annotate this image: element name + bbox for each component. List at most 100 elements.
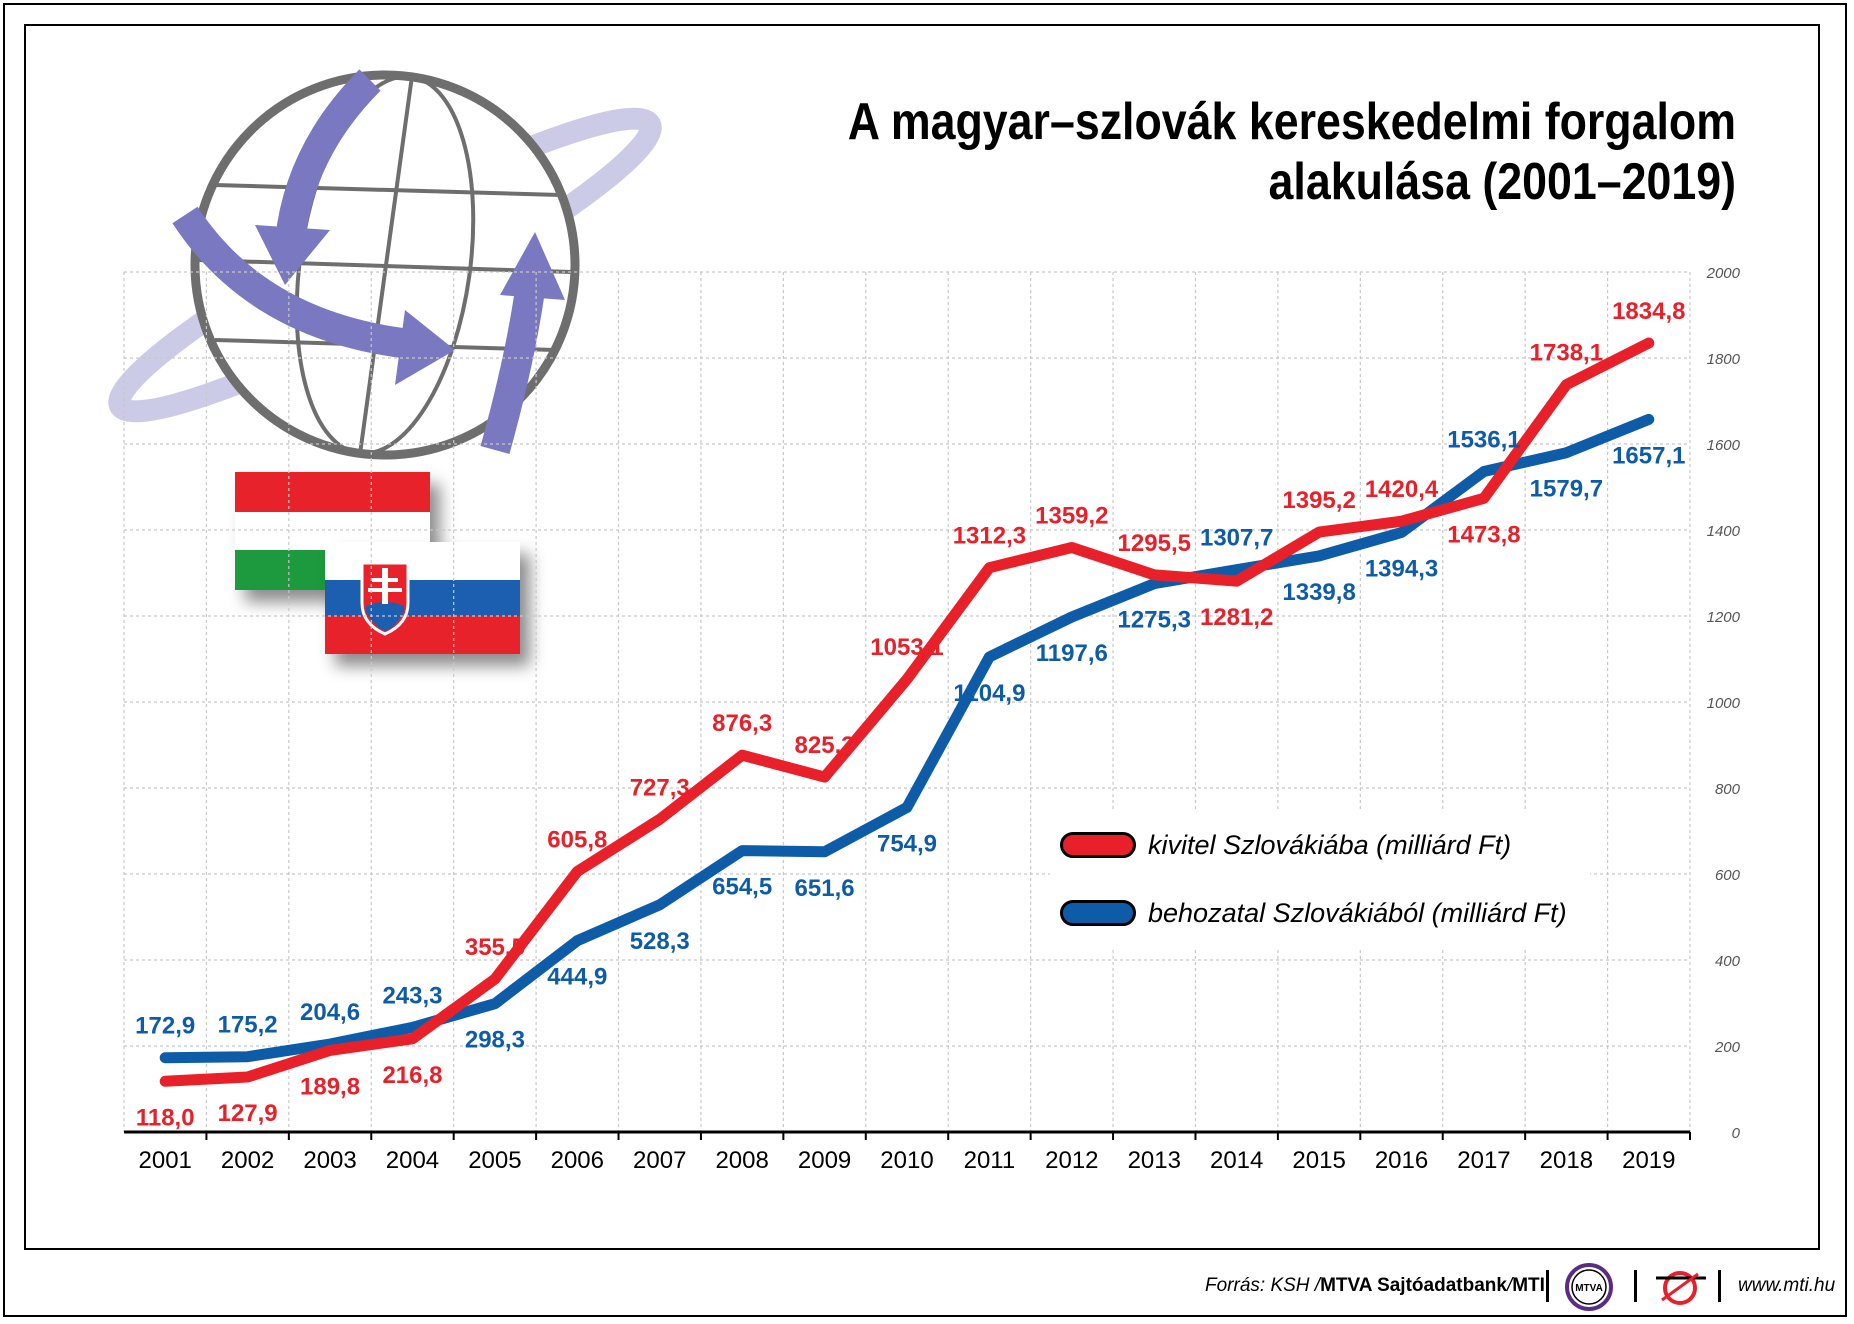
label-export-2006: 605,8 xyxy=(547,827,607,854)
legend-swatch-import xyxy=(1060,900,1136,926)
y-tick-label-800: 800 xyxy=(1715,781,1741,798)
axes: 2001 2002 2003 2004 2005 2006 2007 2008 2009 2010… xyxy=(124,265,1741,1174)
x-tick-label-2001: 2001 xyxy=(139,1147,192,1174)
y-tick-label-1400: 1400 xyxy=(1707,523,1741,540)
website[interactable]: www.mti.hu xyxy=(1738,1266,1835,1306)
label-export-2003: 189,8 xyxy=(300,1073,360,1100)
footer-separator-3 xyxy=(1718,1270,1721,1302)
label-import-2009: 651,6 xyxy=(795,875,855,902)
legend-background xyxy=(1050,810,1590,950)
label-export-2010: 1053,1 xyxy=(870,634,943,661)
x-tick-label-2009: 2009 xyxy=(798,1147,851,1174)
x-tick-label-2006: 2006 xyxy=(551,1147,604,1174)
y-tick-label-1200: 1200 xyxy=(1707,609,1741,626)
y-tick-label-2000: 2000 xyxy=(1706,265,1741,282)
grid xyxy=(123,271,1691,1132)
outer-frame xyxy=(3,3,1847,1317)
x-tick-label-2016: 2016 xyxy=(1375,1147,1428,1174)
x-tick-label-2007: 2007 xyxy=(633,1147,686,1174)
label-export-2007: 727,3 xyxy=(630,774,690,801)
chart-frame xyxy=(24,24,1820,1250)
y-tick-label-600: 600 xyxy=(1715,867,1741,884)
label-import-2007: 528,3 xyxy=(630,928,690,955)
y-tick-label-1000: 1000 xyxy=(1707,695,1741,712)
label-import-2005: 298,3 xyxy=(465,1027,525,1054)
x-tick-label-2018: 2018 xyxy=(1540,1147,1593,1174)
x-tick-label-2005: 2005 xyxy=(468,1147,521,1174)
footer-separator xyxy=(1546,1270,1549,1302)
source-prefix: Forrás: KSH / xyxy=(1205,1275,1321,1296)
x-tick-label-2004: 2004 xyxy=(386,1147,439,1174)
label-import-2017: 1536,1 xyxy=(1447,426,1520,453)
x-tick-label-2002: 2002 xyxy=(221,1147,274,1174)
label-import-2013: 1275,3 xyxy=(1118,607,1191,634)
label-import-2019: 1657,1 xyxy=(1612,442,1685,469)
legend-swatch-export xyxy=(1060,832,1136,858)
label-export-2008: 876,3 xyxy=(712,710,772,737)
label-import-2001: 172,9 xyxy=(135,1013,195,1040)
label-export-2016: 1420,4 xyxy=(1365,476,1439,503)
label-import-2015: 1339,8 xyxy=(1282,579,1355,606)
chart-title: A magyar–szlovák kereskedelmi forgalom a… xyxy=(790,92,1736,212)
legend-label-export: kivitel Szlovákiába (milliárd Ft) xyxy=(1148,829,1512,860)
y-tick-label-200: 200 xyxy=(1714,1039,1741,1056)
legend-item-import: behozatal Szlovákiából (milliárd Ft) xyxy=(1060,893,1567,933)
x-tick-label-2015: 2015 xyxy=(1292,1147,1345,1174)
y-tick-label-400: 400 xyxy=(1715,953,1741,970)
website-link[interactable]: www.mti.hu xyxy=(1738,1275,1836,1296)
label-export-2005: 355,5 xyxy=(465,934,525,961)
label-import-2002: 175,2 xyxy=(218,1012,278,1039)
x-tick-label-2017: 2017 xyxy=(1457,1147,1510,1174)
chart-title-line-2: alakulása (2001–2019) xyxy=(1268,153,1736,211)
x-tick-label-2019: 2019 xyxy=(1622,1147,1675,1174)
chart-title-line-1: A magyar–szlovák kereskedelmi forgalom xyxy=(847,93,1736,151)
y-tick-label-1800: 1800 xyxy=(1707,351,1741,368)
x-tick-label-2003: 2003 xyxy=(303,1147,356,1174)
legend-item-export: kivitel Szlovákiába (milliárd Ft) xyxy=(1060,825,1511,865)
slovakia-flag-icon xyxy=(325,542,520,654)
label-export-2011: 1312,3 xyxy=(953,523,1026,550)
label-export-2014: 1281,2 xyxy=(1200,604,1273,631)
label-import-2012: 1197,6 xyxy=(1036,640,1108,667)
label-import-2010: 754,9 xyxy=(877,830,937,857)
series-lines xyxy=(159,337,1655,1087)
footer-separator-2 xyxy=(1634,1270,1637,1302)
x-tick-label-2012: 2012 xyxy=(1045,1147,1098,1174)
label-import-2004: 243,3 xyxy=(382,982,442,1009)
mtva-logo-icon: MTVA xyxy=(1565,1263,1613,1311)
source-bold: MTVA Sajtóadatbank xyxy=(1320,1275,1507,1296)
source-mid: / xyxy=(1506,1275,1513,1296)
x-tick-label-2011: 2011 xyxy=(964,1147,1016,1174)
legend-label-import: behozatal Szlovákiából (milliárd Ft) xyxy=(1148,897,1567,928)
label-export-2015: 1395,2 xyxy=(1282,487,1355,514)
label-export-2012: 1359,2 xyxy=(1035,503,1108,530)
source-mti: MTI xyxy=(1512,1275,1545,1296)
series-line-import xyxy=(159,413,1655,1064)
label-import-2003: 204,6 xyxy=(300,999,360,1026)
globe-trade-arrows-icon xyxy=(108,69,662,460)
label-export-2009: 825,3 xyxy=(795,732,855,759)
label-import-2016: 1394,3 xyxy=(1365,555,1438,582)
mti-logo-icon xyxy=(1656,1271,1706,1305)
label-import-2018: 1579,7 xyxy=(1530,476,1603,503)
x-tick-label-2008: 2008 xyxy=(715,1147,768,1174)
source-credit: Forrás: KSH / MTVA Sajtóadatbank / MTI xyxy=(1205,1266,1545,1306)
data-labels: 118,0 127,9 189,8 216,8 355,5 605,8 727,3 876,3… xyxy=(135,298,1685,1131)
label-import-2006: 444,9 xyxy=(547,964,607,991)
series-line-export xyxy=(159,337,1655,1087)
x-tick-label-2013: 2013 xyxy=(1128,1147,1181,1174)
label-import-2008: 654,5 xyxy=(712,874,772,901)
label-export-2019: 1834,8 xyxy=(1612,298,1685,325)
label-export-2004: 216,8 xyxy=(382,1062,442,1089)
label-export-2017: 1473,8 xyxy=(1447,521,1520,548)
label-import-2011: 1104,9 xyxy=(953,680,1025,707)
label-export-2018: 1738,1 xyxy=(1530,340,1603,367)
x-tick-label-2010: 2010 xyxy=(880,1147,933,1174)
label-export-2001: 118,0 xyxy=(136,1104,195,1131)
mtva-logo-text: MTVA xyxy=(1575,1283,1603,1294)
y-tick-label-1600: 1600 xyxy=(1707,437,1741,454)
label-export-2013: 1295,5 xyxy=(1118,530,1191,557)
label-import-2014: 1307,7 xyxy=(1200,525,1273,552)
y-tick-label-0: 0 xyxy=(1732,1125,1741,1142)
